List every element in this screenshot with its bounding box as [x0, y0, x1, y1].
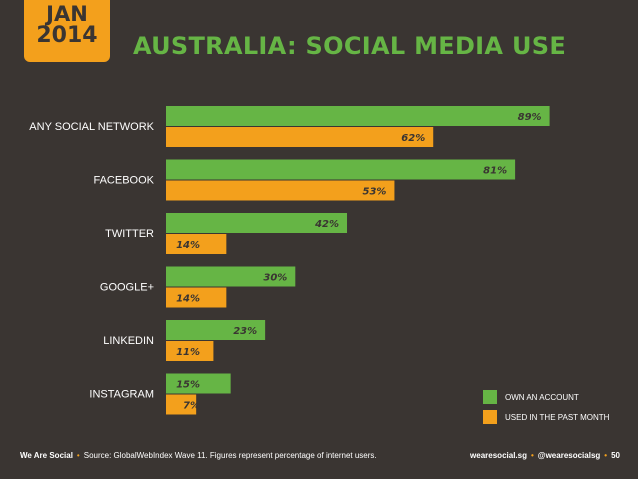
- page-title: AUSTRALIA: SOCIAL MEDIA USE: [133, 32, 567, 60]
- footer-source: We Are Social • Source: GlobalWebIndex Wav…: [20, 451, 377, 460]
- footer-links: wearesocial.sg • @wearesocialsg • 50: [470, 451, 620, 460]
- data-label-used-instagram: 7%: [183, 401, 200, 412]
- legend-label-used: USED IN THE PAST MONTH: [505, 413, 610, 422]
- page-number: 50: [611, 451, 620, 460]
- legend-swatch-used: [483, 410, 497, 424]
- bar-own-instagram: [166, 373, 231, 394]
- data-label-used-twitter: 14%: [176, 240, 200, 251]
- data-label-own-instagram: 15%: [176, 380, 200, 391]
- data-label-own-linkedin: 23%: [233, 326, 257, 337]
- date-year: 2014: [36, 23, 98, 48]
- data-label-used-any-social-network: 62%: [401, 133, 425, 144]
- category-label-any-social-network: ANY SOCIAL NETWORK: [29, 121, 154, 133]
- footer-source-text: Source: GlobalWebIndex Wave 11. Figures …: [83, 451, 377, 460]
- date-badge: JAN 2014: [24, 0, 110, 62]
- data-label-own-facebook: 81%: [483, 166, 507, 177]
- bar-used-google: [166, 287, 227, 308]
- bar-used-facebook: [166, 180, 395, 201]
- bar-used-any-social-network: [166, 127, 434, 147]
- data-label-own-google: 30%: [263, 273, 287, 284]
- data-label-own-twitter: 42%: [314, 219, 339, 230]
- data-label-used-linkedin: 11%: [176, 347, 200, 358]
- footer-website[interactable]: wearesocial.sg: [470, 451, 527, 460]
- footer-separator-dot: •: [76, 451, 80, 460]
- footer-handle[interactable]: @wearesocialsg: [537, 451, 601, 460]
- bar-own-any-social-network: [166, 106, 550, 126]
- bar-used-instagram: [166, 394, 197, 415]
- bar-chart: ANY SOCIAL NETWORK 89% 62% FACEBOOK 81% 53% TW…: [29, 106, 610, 424]
- legend-label-own: OWN AN ACCOUNT: [505, 393, 579, 402]
- category-label-google: GOOGLE+: [100, 282, 154, 294]
- bar-own-google: [166, 266, 296, 287]
- bar-used-linkedin: [166, 341, 214, 361]
- bar-own-facebook: [166, 159, 516, 180]
- bar-own-twitter: [166, 213, 348, 233]
- bar-used-twitter: [166, 234, 227, 254]
- category-label-facebook: FACEBOOK: [93, 175, 154, 187]
- data-label-used-facebook: 53%: [362, 187, 386, 198]
- footer-separator-dot: •: [530, 451, 534, 460]
- category-label-instagram: INSTAGRAM: [89, 389, 154, 401]
- legend-swatch-own: [483, 390, 497, 404]
- category-label-twitter: TWITTER: [105, 228, 154, 240]
- date-month: JAN: [46, 2, 88, 26]
- data-label-used-google: 14%: [176, 294, 200, 305]
- category-label-linkedin: LINKEDIN: [103, 335, 154, 347]
- data-label-own-any-social-network: 89%: [518, 112, 542, 123]
- footer-brand: We Are Social: [20, 451, 73, 460]
- footer-separator-dot: •: [604, 451, 608, 460]
- bar-own-linkedin: [166, 320, 266, 340]
